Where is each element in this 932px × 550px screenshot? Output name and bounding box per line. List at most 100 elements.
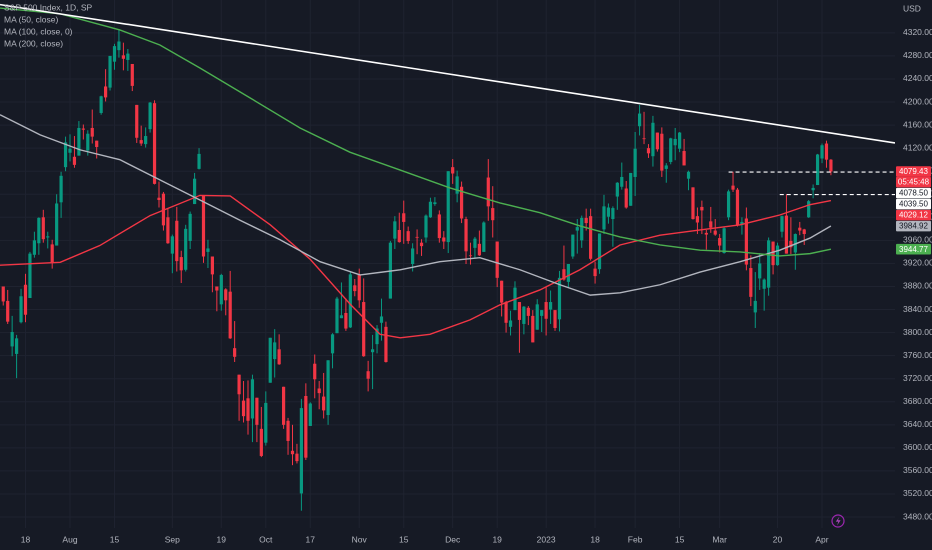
candle-body	[366, 371, 370, 379]
candle-body	[23, 284, 28, 315]
candle-body	[406, 231, 410, 241]
candle-body	[241, 400, 246, 417]
candle-body	[99, 96, 103, 113]
y-tick-label: 4240.00	[903, 73, 932, 83]
y-tick-label: 4160.00	[903, 119, 932, 129]
candle-body	[68, 148, 72, 153]
candle-body	[375, 328, 379, 345]
y-tick-label: 3960.00	[903, 235, 932, 245]
candle-body	[428, 201, 433, 218]
candle-body	[637, 113, 642, 127]
candle-body	[807, 201, 811, 218]
candle-body	[286, 420, 290, 441]
candle-body	[495, 241, 499, 278]
x-tick-label: 18	[590, 534, 600, 544]
price-tag-label: 3944.77	[899, 245, 928, 254]
candle-body	[477, 243, 481, 256]
candle-body	[718, 238, 722, 246]
candle-body	[317, 388, 321, 394]
y-axis-label: USD	[903, 3, 921, 13]
price-tag	[896, 220, 931, 232]
candle-body	[10, 332, 14, 347]
price-tag-label: 3984.92	[899, 222, 928, 231]
candle-body	[740, 221, 744, 225]
candle-body	[464, 219, 468, 252]
candle-body	[273, 342, 277, 360]
candle-body	[299, 408, 303, 494]
y-tick-label: 3560.00	[903, 465, 932, 475]
candle-body	[544, 302, 548, 319]
candle-body	[201, 195, 206, 257]
candle-body	[184, 228, 188, 270]
candle-body	[553, 310, 557, 328]
candle-body	[473, 238, 477, 248]
x-tick-label: 15	[399, 534, 409, 544]
price-tag-label: 4039.50	[899, 200, 928, 209]
candle-body	[348, 274, 352, 328]
candle-body	[811, 187, 815, 191]
candle-body	[629, 172, 633, 206]
candle-body	[682, 151, 686, 166]
candle-body	[95, 140, 99, 147]
x-tick-label: Aug	[62, 534, 77, 544]
candle-body	[246, 398, 250, 421]
candle-body	[709, 221, 713, 228]
candle-body	[108, 55, 112, 88]
y-tick-label: 3840.00	[903, 304, 932, 314]
candle-body	[500, 280, 504, 303]
legend: S&P 500 Index, 1D, SP MA (50, close) MA …	[4, 2, 93, 48]
candle-body	[1, 286, 5, 302]
candle-body	[112, 46, 117, 62]
legend-entry: MA (100, close, 0)	[4, 26, 73, 36]
candle-body	[815, 154, 820, 186]
x-tick-label: 20	[773, 534, 783, 544]
y-tick-label: 3880.00	[903, 281, 932, 291]
candle-body	[415, 236, 419, 238]
candle-body	[411, 248, 415, 264]
candle-body	[642, 138, 646, 140]
candle-body	[580, 217, 584, 241]
price-tag	[896, 198, 931, 210]
candle-body	[673, 138, 677, 146]
y-tick-label: 3680.00	[903, 396, 932, 406]
candle-body	[771, 241, 775, 266]
chart-title: S&P 500 Index, 1D, SP	[4, 2, 93, 12]
candle-body	[37, 217, 41, 244]
candle-body	[14, 338, 19, 354]
candle-body	[802, 229, 806, 235]
candle-body	[41, 217, 45, 240]
candle-body	[393, 221, 397, 239]
candle-body	[370, 349, 375, 353]
y-tick-label: 4120.00	[903, 142, 932, 152]
candle-body	[691, 187, 695, 220]
candle-body	[459, 186, 464, 219]
candle-body	[228, 291, 232, 339]
x-tick-label: Nov	[352, 534, 368, 544]
y-tick-label: 4320.00	[903, 27, 932, 37]
price-tag	[896, 166, 931, 177]
candle-body	[615, 182, 619, 197]
price-tag	[896, 209, 931, 221]
candle-body	[540, 310, 544, 316]
candle-body	[402, 213, 406, 222]
moving-average-line	[0, 114, 832, 296]
replay-icon[interactable]	[831, 514, 845, 528]
candle-body	[482, 222, 486, 252]
x-tick-label: 19	[492, 534, 502, 544]
candle-body	[259, 428, 263, 456]
x-tick-label: 17	[306, 534, 316, 544]
candle-body	[77, 127, 81, 156]
candle-body	[188, 213, 192, 241]
y-tick-label: 3720.00	[903, 373, 932, 383]
candle-body	[686, 171, 691, 179]
candle-body	[486, 177, 490, 207]
price-tag-label: 05:45:48	[898, 178, 930, 187]
candle-body	[575, 227, 579, 231]
candle-body	[784, 215, 789, 254]
candle-body	[557, 277, 562, 320]
candle-body	[313, 363, 317, 380]
x-tick-label: 2023	[537, 534, 556, 544]
x-tick-label: Apr	[815, 534, 828, 544]
candle-body	[669, 138, 673, 162]
